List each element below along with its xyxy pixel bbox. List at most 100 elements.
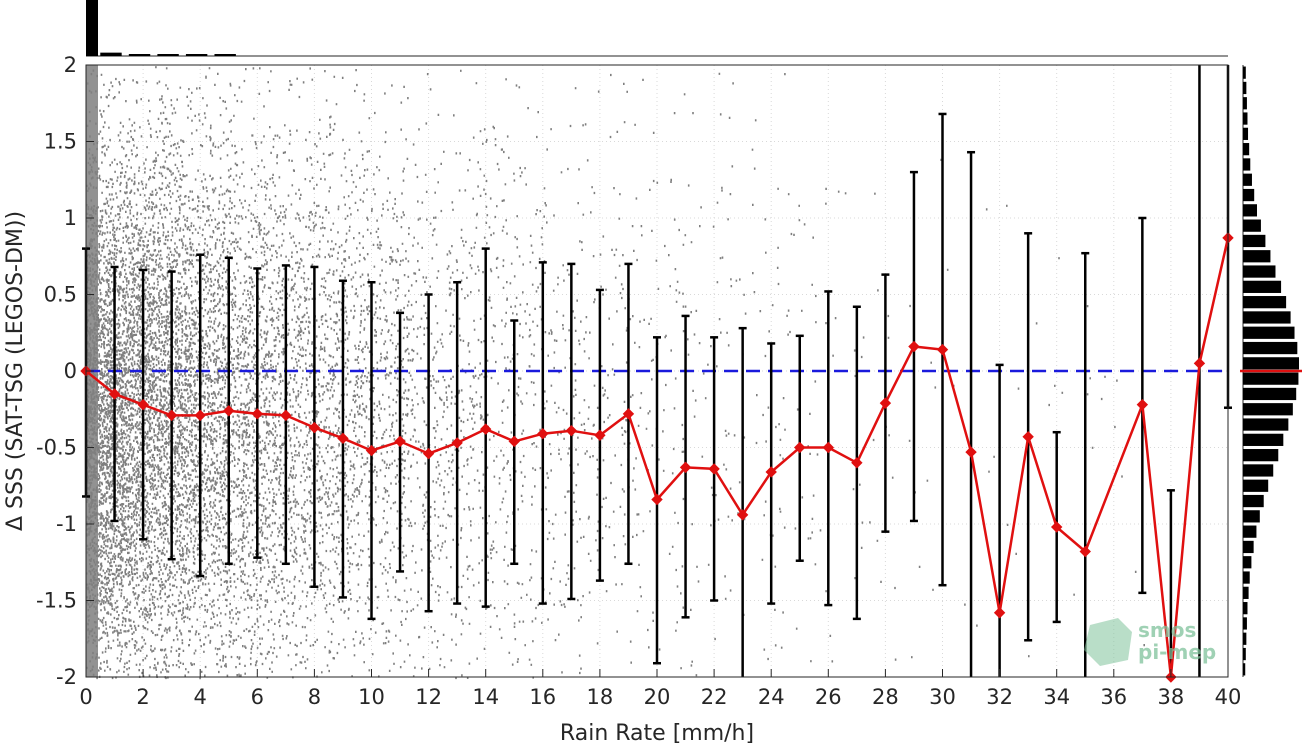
- mean-point: [908, 340, 920, 353]
- right-hist-bar: [1243, 403, 1293, 416]
- mean-point: [479, 423, 492, 435]
- mean-point: [794, 441, 806, 454]
- mean-point: [1022, 431, 1034, 443]
- watermark-line1: smos: [1138, 618, 1196, 642]
- mean-point: [1079, 545, 1091, 558]
- top-histogram: [86, 0, 1228, 57]
- mean-point: [594, 429, 606, 441]
- right-hist-bar: [1243, 188, 1255, 202]
- top-hist-bar: [157, 54, 179, 56]
- x-tick-label: 10: [358, 685, 385, 709]
- right-hist-bar: [1243, 127, 1249, 140]
- mean-point: [622, 408, 635, 420]
- mean-point: [565, 424, 578, 437]
- x-tick-label: 14: [472, 685, 499, 709]
- right-hist-bar: [1243, 449, 1279, 462]
- x-tick-label: 20: [644, 685, 671, 709]
- right-hist-bar: [1243, 357, 1299, 370]
- mean-point: [108, 388, 121, 400]
- right-hist-bar: [1243, 280, 1282, 293]
- right-hist-bar: [1243, 479, 1269, 492]
- y-axis-title: Δ SSS (SAT-TSG (LEGOS-DM)): [3, 211, 28, 531]
- x-tick-label: 12: [415, 685, 442, 709]
- x-tick-label: 36: [1100, 685, 1127, 709]
- mean-point: [422, 447, 435, 460]
- right-histogram: [1240, 65, 1302, 677]
- x-axis-title: Rain Rate [mm/h]: [560, 721, 754, 745]
- top-hist-bar: [214, 54, 236, 56]
- mean-point: [851, 457, 863, 469]
- right-hist-bar: [1243, 219, 1261, 232]
- mean-point: [194, 409, 206, 422]
- right-hist-bar: [1243, 234, 1266, 248]
- mean-point: [708, 463, 720, 475]
- right-hist-bar: [1243, 387, 1297, 401]
- mean-line: [85, 237, 1230, 678]
- mean-series: [80, 232, 1234, 683]
- mean-point: [223, 405, 235, 417]
- x-tick-label: 6: [251, 685, 264, 709]
- right-hist-bar: [1243, 494, 1264, 508]
- right-hist-bar: [1243, 418, 1289, 431]
- mean-point: [337, 432, 349, 445]
- mean-point: [822, 441, 835, 454]
- mean-point: [451, 437, 463, 449]
- right-hist-bar: [1243, 250, 1271, 263]
- right-hist-bar: [1243, 372, 1299, 385]
- right-hist-bar: [1243, 647, 1246, 661]
- mean-point: [537, 428, 549, 440]
- y-tick-label: -1: [56, 512, 77, 536]
- top-hist-bar: [86, 0, 98, 56]
- top-hist-bar: [100, 52, 122, 56]
- mean-point: [165, 409, 178, 422]
- mean-point: [1136, 398, 1149, 411]
- mean-point: [936, 343, 949, 356]
- mean-point: [679, 461, 692, 474]
- right-hist-bar: [1243, 66, 1246, 79]
- right-hist-bar: [1243, 510, 1260, 523]
- right-hist-bar: [1243, 602, 1248, 615]
- right-hist-bar: [1243, 617, 1247, 630]
- x-tick-label: 30: [929, 685, 956, 709]
- x-tick-label: 16: [529, 685, 556, 709]
- x-tick-label: 0: [79, 685, 92, 709]
- right-hist-bar: [1243, 540, 1254, 554]
- mean-point: [765, 466, 777, 478]
- x-tick-label: 22: [701, 685, 728, 709]
- y-tick-label: 1: [64, 206, 77, 230]
- x-tick-label: 34: [1043, 685, 1070, 709]
- right-hist-bar: [1243, 158, 1251, 171]
- y-tick-label: 2: [64, 53, 77, 77]
- x-tick-label: 4: [194, 685, 207, 709]
- mean-point: [879, 397, 892, 409]
- x-tick-label: 26: [815, 685, 842, 709]
- y-tick-label: -2: [56, 665, 77, 689]
- right-hist-bar: [1243, 556, 1252, 569]
- mean-point: [137, 398, 149, 411]
- right-hist-bar: [1243, 341, 1298, 355]
- right-hist-bar: [1243, 326, 1295, 339]
- mean-point: [251, 408, 264, 420]
- y-tick-label: 1.5: [44, 130, 77, 154]
- y-tick-label: -1.5: [36, 589, 77, 613]
- x-tick-label: 40: [1215, 685, 1242, 709]
- mean-point: [993, 607, 1006, 619]
- top-hist-bar: [185, 54, 208, 56]
- right-hist-bar: [1243, 265, 1276, 278]
- right-hist-bar: [1243, 204, 1257, 217]
- x-tick-label: 32: [986, 685, 1013, 709]
- tick-labels: 0 2 4 6 8 10 12 14 16 18 20 22 24 26 28 30 32 34 36 38 4021.…: [36, 53, 1241, 709]
- x-tick-label: 28: [872, 685, 899, 709]
- y-tick-label: 0.5: [44, 283, 77, 307]
- right-hist-bar: [1243, 311, 1291, 324]
- right-hist-bar: [1243, 81, 1247, 95]
- right-hist-bar: [1243, 112, 1248, 125]
- right-hist-bar: [1243, 663, 1246, 676]
- watermark-shape: [1084, 618, 1132, 666]
- mean-point: [1050, 521, 1063, 533]
- x-tick-label: 2: [136, 685, 149, 709]
- y-tick-label: -0.5: [36, 436, 77, 460]
- x-tick-label: 38: [1158, 685, 1185, 709]
